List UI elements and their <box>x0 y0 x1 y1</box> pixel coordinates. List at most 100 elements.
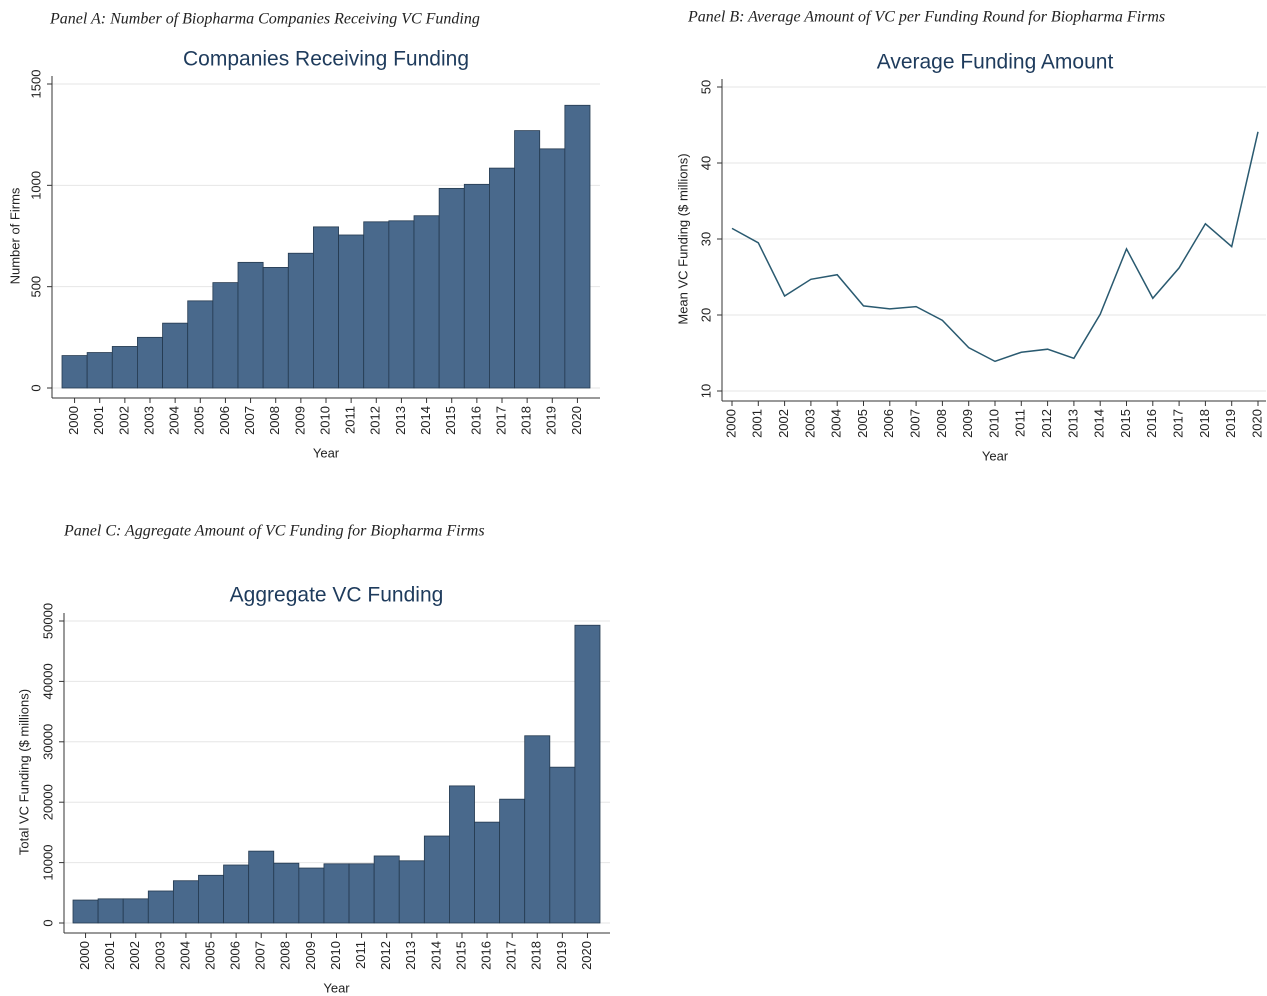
x-tick-label: 2011 <box>353 941 368 969</box>
x-tick-label: 2001 <box>102 941 117 970</box>
x-tick-label: 2002 <box>127 941 142 970</box>
bar <box>549 766 576 924</box>
x-tick-label: 2016 <box>468 406 483 435</box>
y-axis-title: Total VC Funding ($ millions) <box>16 689 31 855</box>
bar <box>97 898 124 924</box>
x-tick-label: 2004 <box>177 941 192 970</box>
y-tick-label: 1000 <box>28 171 43 200</box>
bar <box>298 867 325 924</box>
y-tick-label: 20000 <box>40 784 55 820</box>
x-axis-title: Year <box>313 445 340 460</box>
bar <box>474 821 501 924</box>
x-tick-label: 2008 <box>267 406 282 435</box>
x-tick-label: 2016 <box>1144 409 1159 438</box>
bar <box>313 226 339 389</box>
chart-title: Aggregate VC Funding <box>230 584 444 607</box>
x-tick-label: 2020 <box>569 406 584 435</box>
x-axis-title: Year <box>323 980 350 995</box>
bar <box>86 352 113 389</box>
x-tick-label: 2008 <box>278 941 293 970</box>
bar <box>574 624 601 924</box>
x-tick-label: 2015 <box>1118 409 1133 438</box>
chart-title: Average Funding Amount <box>877 51 1114 74</box>
x-tick-label: 2009 <box>303 941 318 970</box>
bar <box>514 130 541 389</box>
bar <box>539 148 566 389</box>
chart-title: Companies Receiving Funding <box>183 48 469 71</box>
x-tick-label: 2012 <box>368 406 383 435</box>
bar <box>373 855 400 924</box>
x-tick-label: 2015 <box>453 941 468 970</box>
bar <box>122 898 149 924</box>
x-tick-label: 2000 <box>77 941 92 970</box>
x-tick-label: 2003 <box>141 406 156 435</box>
y-tick-label: 30000 <box>40 724 55 760</box>
x-axis-title: Year <box>982 448 1009 463</box>
line <box>731 131 1259 363</box>
x-tick-label: 2019 <box>544 406 559 435</box>
bar <box>363 221 390 389</box>
x-tick-label: 2005 <box>192 406 207 435</box>
x-tick-label: 2009 <box>292 406 307 435</box>
bar <box>499 798 526 924</box>
bar <box>237 261 264 389</box>
bar <box>162 322 189 389</box>
bar <box>287 252 314 389</box>
bar <box>111 346 138 389</box>
x-tick-label: 2017 <box>493 406 508 435</box>
y-tick-label: 0 <box>28 384 43 391</box>
bar <box>273 862 300 924</box>
x-tick-label: 2010 <box>328 941 343 970</box>
bar <box>524 735 551 924</box>
x-tick-label: 2011 <box>343 406 358 434</box>
x-tick-label: 2017 <box>504 941 519 970</box>
bar <box>413 215 440 389</box>
x-tick-label: 2012 <box>378 941 393 970</box>
x-tick-label: 2009 <box>960 409 975 438</box>
bar <box>147 890 174 924</box>
x-tick-label: 2002 <box>116 406 131 435</box>
panel-caption: Panel C: Aggregate Amount of VC Funding … <box>63 523 485 540</box>
x-tick-label: 2019 <box>554 941 569 970</box>
x-tick-label: 2014 <box>1092 409 1107 438</box>
x-tick-label: 2017 <box>1171 409 1186 438</box>
x-tick-label: 2010 <box>317 406 332 435</box>
x-tick-label: 2012 <box>1039 409 1054 438</box>
x-tick-label: 2001 <box>91 406 106 435</box>
x-tick-label: 2006 <box>881 409 896 438</box>
x-tick-label: 2004 <box>167 406 182 435</box>
bar <box>248 850 275 924</box>
y-tick-label: 10 <box>698 384 713 398</box>
x-tick-label: 2016 <box>479 941 494 970</box>
x-tick-label: 2000 <box>66 406 81 435</box>
x-tick-label: 2007 <box>908 409 923 438</box>
bar <box>212 282 239 389</box>
y-tick-label: 40000 <box>40 663 55 699</box>
x-tick-label: 2020 <box>1249 409 1264 438</box>
bar <box>564 104 591 389</box>
bar <box>388 220 415 389</box>
x-tick-label: 2013 <box>1065 409 1080 438</box>
x-tick-label: 2019 <box>1223 409 1238 438</box>
x-tick-label: 2018 <box>529 941 544 970</box>
x-tick-label: 2003 <box>802 409 817 438</box>
bar <box>423 835 450 924</box>
bar <box>172 880 199 924</box>
bar <box>438 187 465 389</box>
y-tick-label: 10000 <box>40 845 55 881</box>
x-tick-label: 2014 <box>428 941 443 970</box>
bar <box>187 300 214 389</box>
x-tick-label: 2007 <box>253 941 268 970</box>
y-tick-label: 500 <box>28 276 43 298</box>
x-tick-label: 2013 <box>403 941 418 970</box>
x-tick-label: 2005 <box>202 941 217 970</box>
bar <box>338 234 365 389</box>
bar <box>72 899 99 924</box>
x-tick-label: 2007 <box>242 406 257 435</box>
y-tick-label: 20 <box>698 308 713 322</box>
panel-caption: Panel A: Number of Biopharma Companies R… <box>49 11 480 28</box>
bar <box>398 860 425 924</box>
bar <box>262 267 289 389</box>
bar <box>198 874 224 924</box>
